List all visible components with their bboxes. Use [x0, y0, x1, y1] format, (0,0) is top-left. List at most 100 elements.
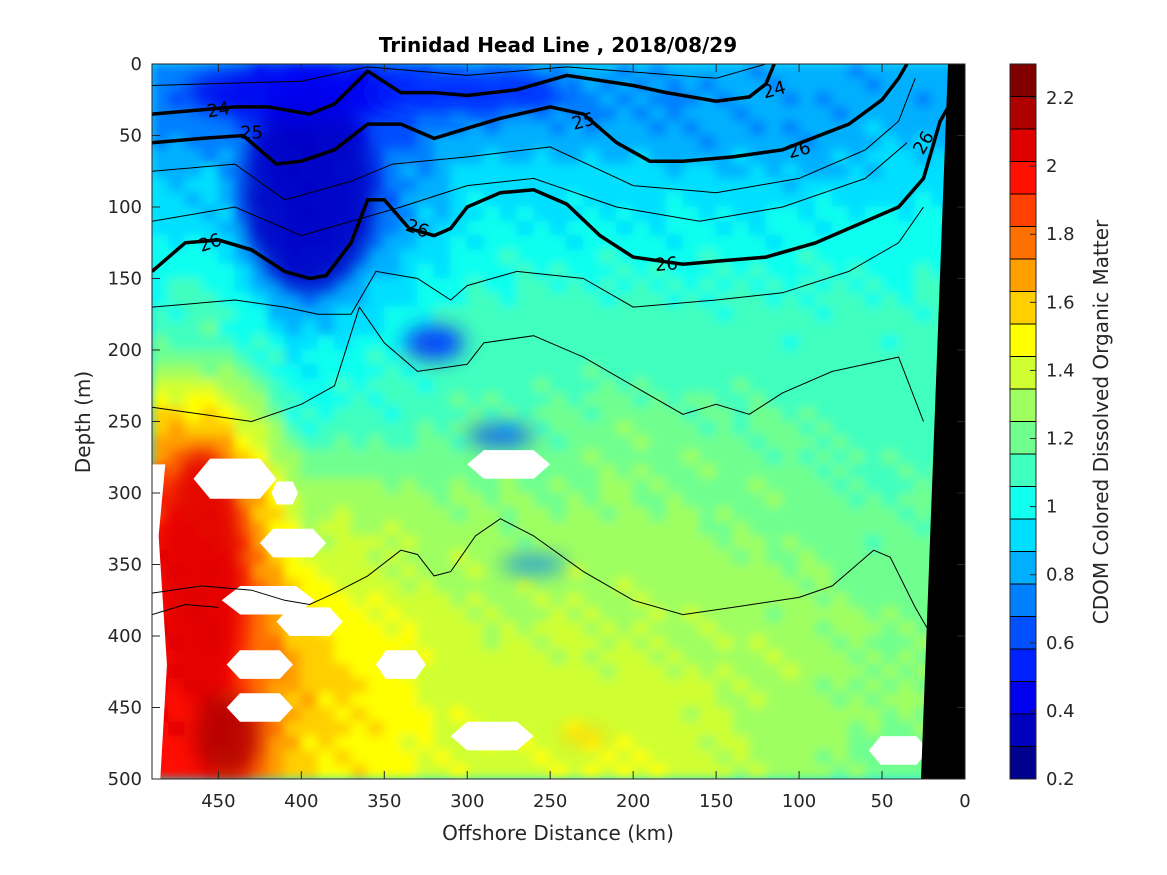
- density-contour-thin: [152, 78, 916, 201]
- field-cell: [152, 335, 170, 351]
- field-cell: [748, 120, 767, 136]
- field-cell: [516, 692, 535, 708]
- field-cell: [765, 106, 783, 122]
- field-cell: [898, 306, 916, 322]
- field-cell: [616, 721, 634, 737]
- field-cell: [864, 349, 883, 365]
- field-cell: [682, 163, 701, 179]
- field-cell: [533, 163, 551, 179]
- field-cell: [732, 721, 750, 737]
- field-cell: [616, 263, 634, 279]
- field-cell: [616, 421, 634, 437]
- field-cell: [616, 521, 634, 537]
- field-cell: [914, 220, 933, 237]
- field-cell: [466, 707, 485, 723]
- field-cell: [848, 635, 866, 651]
- field-cell: [848, 149, 866, 165]
- field-cell: [781, 378, 800, 394]
- field-cell: [682, 421, 701, 437]
- field-cell: [367, 235, 385, 251]
- field-cell: [815, 177, 833, 194]
- field-cell: [566, 263, 584, 279]
- field-cell: [416, 535, 435, 551]
- field-cell: [400, 521, 418, 537]
- field-cell: [566, 578, 584, 594]
- field-cell: [582, 135, 601, 151]
- field-cell: [284, 306, 302, 322]
- field-cell: [317, 349, 336, 365]
- field-cell: [649, 120, 667, 136]
- field-cell: [201, 392, 219, 408]
- field-cell: [682, 106, 701, 122]
- field-cell: [748, 521, 767, 537]
- field-cell: [914, 378, 933, 394]
- field-cell: [400, 363, 418, 380]
- field-cell: [533, 764, 551, 779]
- no-data-blob: [226, 693, 294, 722]
- field-cell: [533, 278, 551, 294]
- field-cell: [881, 392, 900, 408]
- field-cell: [533, 721, 551, 737]
- field-cell: [251, 621, 269, 637]
- field-cell: [781, 177, 800, 194]
- field-cell: [781, 278, 800, 294]
- field-cell: [815, 335, 833, 351]
- field-cell: [649, 449, 667, 465]
- field-cell: [483, 335, 501, 351]
- field-cell: [367, 392, 385, 408]
- field-cell: [383, 435, 402, 451]
- field-cell: [848, 435, 866, 451]
- field-cell: [765, 220, 783, 237]
- field-cell: [466, 235, 485, 251]
- field-cell: [383, 335, 402, 351]
- field-cell: [433, 421, 452, 437]
- field-cell: [682, 449, 701, 465]
- field-cell: [632, 749, 651, 766]
- field-cell: [831, 435, 850, 451]
- field-cell: [649, 406, 667, 422]
- field-cell: [881, 406, 900, 422]
- field-cell: [383, 235, 402, 251]
- field-cell: [184, 177, 203, 194]
- field-cell: [781, 478, 800, 494]
- field-cell: [168, 278, 186, 294]
- field-cell: [566, 592, 584, 608]
- field-cell: [732, 749, 750, 766]
- field-cell: [898, 421, 916, 437]
- field-cell: [699, 721, 717, 737]
- contour-label: 24: [205, 98, 231, 123]
- field-cell: [300, 749, 319, 766]
- field-cell: [466, 278, 485, 294]
- field-cell: [184, 64, 203, 79]
- field-cell: [732, 292, 750, 308]
- field-cell: [815, 635, 833, 651]
- field-cell: [898, 435, 916, 451]
- field-cell: [699, 621, 717, 637]
- field-cell: [300, 406, 319, 422]
- field-cell: [433, 506, 452, 523]
- field-cell: [781, 206, 800, 222]
- field-cell: [649, 578, 667, 594]
- field-cell: [715, 163, 734, 179]
- field-cell: [350, 692, 369, 708]
- field-cell: [483, 678, 501, 694]
- field-cell: [665, 549, 684, 565]
- field-cell: [732, 192, 750, 208]
- field-cell: [400, 535, 418, 551]
- field-cell: [781, 349, 800, 365]
- field-cell: [599, 592, 618, 608]
- field-cell: [848, 621, 866, 637]
- field-cell: [649, 106, 667, 122]
- field-cell: [317, 392, 336, 408]
- field-cell: [649, 549, 667, 565]
- field-cell: [152, 120, 170, 136]
- field-cell: [732, 320, 750, 337]
- field-cell: [665, 335, 684, 351]
- field-cell: [798, 421, 817, 437]
- field-cell: [450, 692, 468, 708]
- field-cell: [831, 621, 850, 637]
- field-cell: [566, 707, 584, 723]
- field-cell: [201, 263, 219, 279]
- field-cell: [416, 463, 435, 480]
- field-cell: [383, 606, 402, 623]
